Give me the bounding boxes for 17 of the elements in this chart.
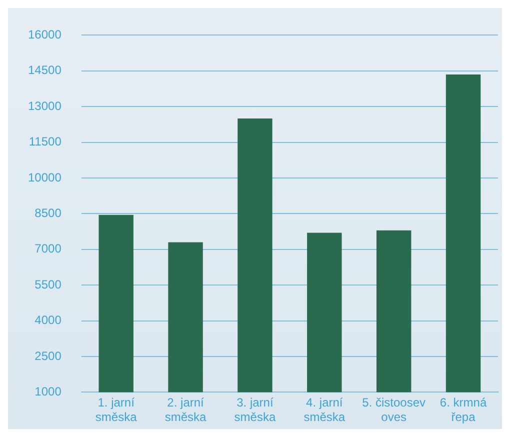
y-tick-label: 8500	[34, 206, 62, 220]
y-tick-label: 11500	[28, 134, 62, 149]
x-tick-label: 3. jarní směska	[234, 396, 276, 424]
x-tick-label: 5. čistoosev oves	[362, 396, 426, 424]
x-tick-label: 6. krmná řepa	[440, 396, 487, 424]
y-tick-label: 4000	[34, 313, 62, 328]
y-tick-label: 10000	[28, 170, 62, 184]
y-tick-label: 13000	[28, 98, 62, 113]
y-tick-label: 5500	[34, 277, 62, 292]
y-tick-label: 2500	[34, 348, 62, 363]
y-tick-label: 7000	[34, 242, 62, 256]
y-tick-label: 1000	[34, 384, 62, 399]
x-tick-label: 4. jarní směska	[304, 396, 346, 424]
y-tick-label: 14500	[28, 63, 62, 78]
x-tick-label: 2. jarní směska	[164, 396, 207, 424]
x-tick-label: 1. jarní směska	[95, 396, 138, 424]
y-tick-label: 16000	[28, 28, 62, 42]
